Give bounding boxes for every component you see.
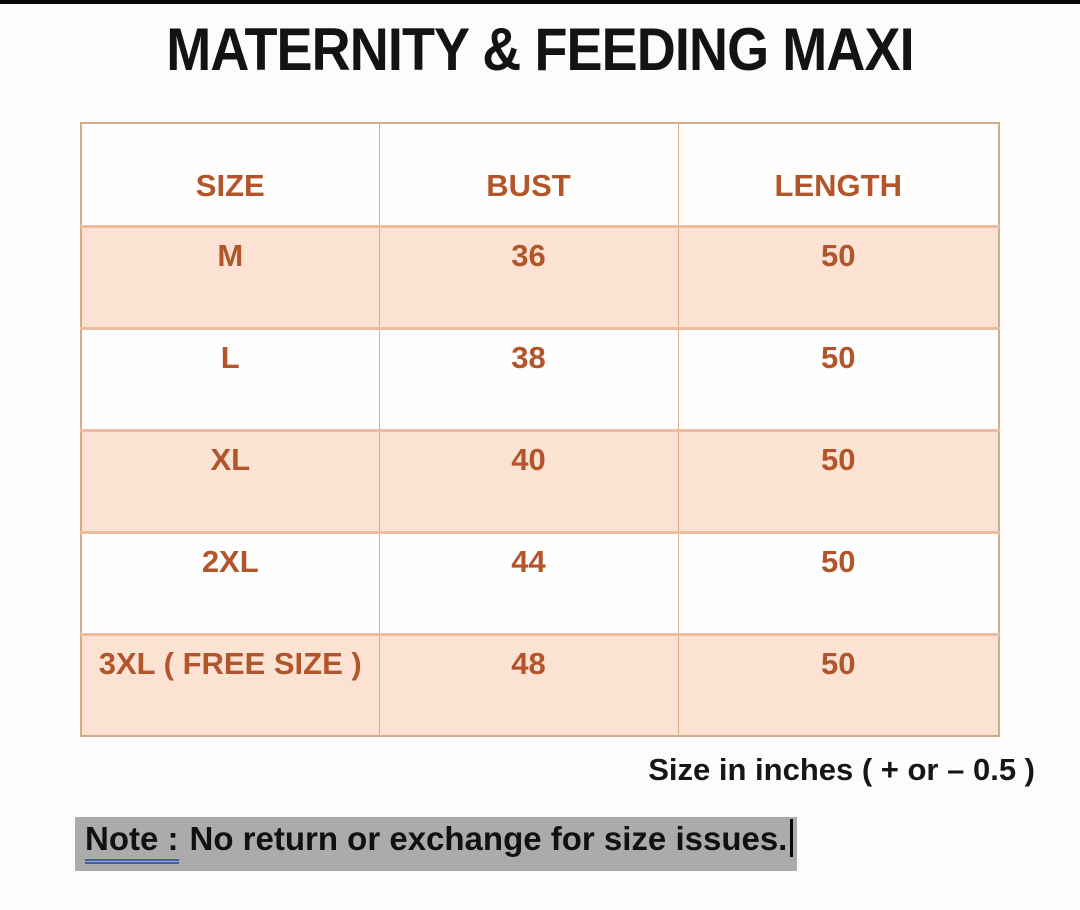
cell-length: 50 xyxy=(677,428,999,532)
cell-bust: 44 xyxy=(378,530,678,634)
header-cell-bust: BUST xyxy=(378,123,678,226)
cell-size: M xyxy=(81,224,379,328)
note-label: Note : xyxy=(85,820,179,864)
cell-length: 50 xyxy=(677,224,999,328)
cell-bust: 48 xyxy=(378,632,678,736)
page-title: MATERNITY & FEEDING MAXI xyxy=(166,16,914,83)
cell-length: 50 xyxy=(677,632,999,736)
table-row: 3XL ( FREE SIZE ) 48 50 xyxy=(81,632,999,736)
cell-length: 50 xyxy=(677,530,999,634)
table-row: XL 40 50 xyxy=(81,428,999,532)
cell-length: 50 xyxy=(677,326,999,430)
cell-size: 3XL ( FREE SIZE ) xyxy=(81,632,379,736)
cell-bust: 36 xyxy=(378,224,678,328)
cell-bust: 38 xyxy=(378,326,678,430)
cell-size: 2XL xyxy=(81,530,379,634)
header-row: SIZE BUST LENGTH xyxy=(81,123,999,226)
cell-size: XL xyxy=(81,428,379,532)
table-row: 2XL 44 50 xyxy=(81,530,999,634)
note-highlight: Note : No return or exchange for size iss… xyxy=(75,817,798,871)
size-chart-table: SIZE BUST LENGTH M 36 50 L 38 50 XL 40 5… xyxy=(80,122,1000,737)
cell-size: L xyxy=(81,326,379,430)
header-cell-size: SIZE xyxy=(81,123,379,226)
table-row: M 36 50 xyxy=(81,224,999,328)
top-border-bar xyxy=(0,0,1080,4)
size-units-note: Size in inches ( + or – 0.5 ) xyxy=(648,752,1035,787)
cell-bust: 40 xyxy=(378,428,678,532)
table-row: L 38 50 xyxy=(81,326,999,430)
header-cell-length: LENGTH xyxy=(677,123,999,226)
note-text: No return or exchange for size issues. xyxy=(189,820,788,857)
text-cursor xyxy=(790,819,794,857)
